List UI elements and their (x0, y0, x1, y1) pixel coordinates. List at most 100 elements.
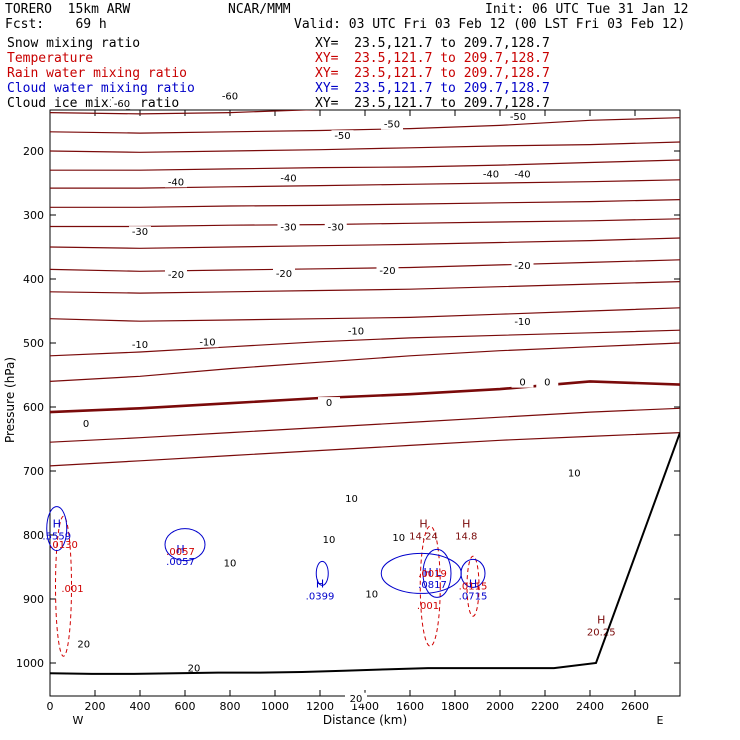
contour-label: -10 (132, 340, 148, 351)
x-tick-label: 2400 (576, 700, 604, 713)
extremum-value: .5559 (42, 531, 71, 542)
isotherm-line (50, 199, 680, 208)
y-axis-label: Pressure (hPa) (3, 357, 17, 443)
isotherm-line (50, 432, 680, 467)
cloud-water-contour (315, 560, 329, 586)
contour-label-bg (165, 176, 187, 188)
isotherm-line (50, 380, 680, 414)
contour-label: -30 (132, 227, 148, 238)
isotherm-line (50, 141, 680, 153)
rain-label: .0057 (166, 547, 195, 558)
x-tick-label: 1800 (441, 700, 469, 713)
extremum-mark: H (53, 517, 61, 530)
contour-label: -20 (379, 266, 395, 277)
legend-snow: Snow mixing ratio (7, 36, 141, 51)
contour-label: 20 (188, 664, 201, 675)
extremum-mark: H (469, 577, 477, 590)
contour-label: -10 (514, 317, 530, 328)
contour-label-bg (277, 172, 300, 184)
rain-label: .001 (417, 601, 439, 612)
y-tick-label: 600 (23, 401, 44, 414)
extremum-mark: H (419, 517, 427, 530)
contour-label-bg (511, 376, 534, 388)
contour-label-bg (345, 325, 367, 337)
contour-label: 20 (350, 694, 363, 705)
contour-label-bg (111, 98, 133, 110)
contour-label-bg (511, 168, 534, 180)
contour-label-bg (277, 221, 300, 233)
legend-rain: Rain water mixing ratio (7, 66, 188, 81)
contour-label: -10 (348, 326, 364, 337)
extremum-mark: H L (424, 566, 443, 579)
contour-label-bg (511, 260, 534, 272)
legend-rain-xy: XY= 23.5,121.7 to 209.7,128.7 (315, 66, 550, 81)
isotherm-line (50, 159, 680, 171)
contour-label-bg (507, 111, 529, 122)
isotherm-line (50, 259, 680, 272)
contour-label-bg (219, 557, 241, 569)
legend-temperature-xy: XY= 23.5,121.7 to 209.7,128.7 (315, 51, 550, 66)
init-time: Init: 06 UTC Tue 31 Jan 12 (485, 2, 689, 17)
contour-label: -40 (168, 177, 184, 188)
y-tick-label: 1000 (16, 657, 44, 670)
contour-label-bg (536, 376, 559, 388)
contour-label-bg (129, 338, 151, 350)
rain-label: .001 (61, 584, 83, 595)
contour-label: 0 (544, 378, 550, 389)
contour-label-bg (165, 269, 187, 281)
contour-label-bg (183, 662, 205, 674)
model-name: TORERO 15km ARW (5, 2, 131, 17)
contour-label-bg (75, 418, 97, 430)
isotherm-line (50, 281, 680, 294)
x-tick-label: 1000 (261, 700, 289, 713)
isotherm-line (50, 407, 680, 443)
contour-label: -40 (483, 170, 499, 181)
terrain-line (50, 432, 680, 675)
contour-label: 10 (568, 468, 581, 479)
contour-label-bg (273, 267, 295, 279)
contour-label-bg (219, 90, 241, 102)
extremum-value: .0817 (418, 580, 447, 591)
extremum-value: 20.25 (587, 627, 616, 638)
extremum-value: 14.24 (409, 531, 438, 542)
contour-label: -30 (328, 223, 344, 234)
rain-contour (419, 525, 441, 647)
contour-label: -20 (276, 269, 292, 280)
contour-label: 10 (224, 559, 237, 570)
rain-contour (55, 515, 72, 657)
legend-cloud-water-xy: XY= 23.5,121.7 to 209.7,128.7 (315, 81, 550, 96)
center-name: NCAR/MMM (228, 2, 291, 17)
isotherm-line (50, 218, 680, 228)
plot-frame (49, 109, 681, 697)
contour-label-bg (376, 265, 399, 277)
valid-time: Valid: 03 UTC Fri 03 Feb 12 (00 LST Fri … (294, 17, 686, 32)
y-tick-label: 200 (23, 145, 44, 158)
contour-label: -60 (114, 99, 130, 110)
x-tick-label: 800 (220, 700, 241, 713)
contour-label: -10 (199, 337, 215, 348)
contour-label-bg (129, 226, 151, 238)
contour-label-bg (387, 532, 410, 544)
contour-label: 10 (323, 535, 336, 546)
y-tick-label: 900 (23, 593, 44, 606)
rain-label: .0115 (459, 581, 488, 592)
forecast-hour: Fcst: 69 h (5, 17, 107, 32)
contour-label: 0 (326, 398, 332, 409)
x-tick-label: 200 (85, 700, 106, 713)
contour-label: -40 (280, 173, 296, 184)
extremum-mark: H (462, 517, 470, 530)
y-tick-label: 400 (23, 273, 44, 286)
contour-label: -50 (510, 112, 526, 123)
rain-contour (466, 555, 480, 617)
rain-label: .0130 (49, 540, 78, 551)
contour-label: 10 (392, 533, 405, 544)
contour-label: -30 (280, 223, 296, 234)
rain-label: .0019 (418, 569, 447, 580)
x-tick-label: 2200 (531, 700, 559, 713)
x-tick-label: 0 (47, 700, 54, 713)
contour-label-bg (72, 638, 95, 650)
contour-label-bg (563, 467, 586, 479)
legend-cloud-water: Cloud water mixing ratio (7, 81, 195, 96)
isotherm-line (50, 329, 680, 357)
